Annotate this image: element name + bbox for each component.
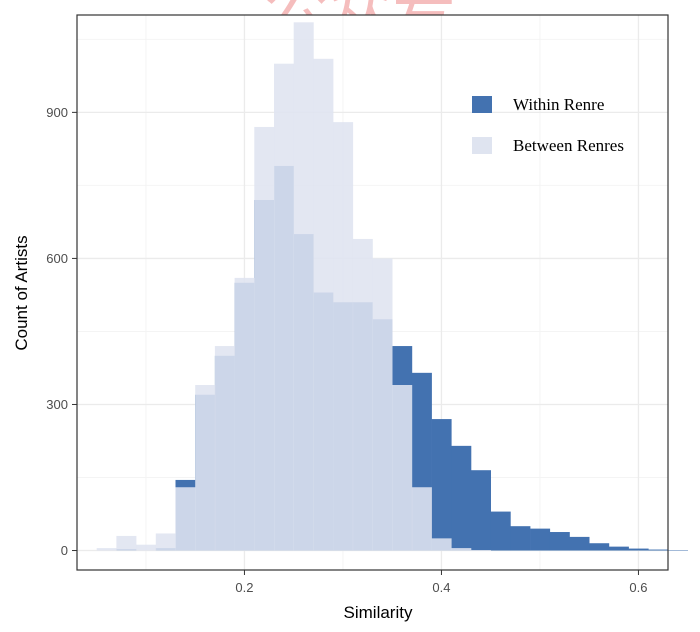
bar — [195, 385, 216, 551]
legend-label-within: Within Renre — [513, 95, 604, 114]
bar — [451, 445, 472, 551]
bar — [648, 549, 669, 551]
legend-swatch-between — [472, 137, 492, 154]
bar — [411, 487, 432, 551]
y-tick-label: 600 — [46, 251, 68, 266]
bar — [313, 58, 334, 551]
bar — [214, 346, 235, 551]
bar — [589, 543, 610, 551]
y-axis: 0 300 600 900 — [46, 105, 77, 558]
x-tick-label: 0.6 — [629, 580, 647, 595]
x-tick-label: 0.4 — [432, 580, 450, 595]
bar — [471, 470, 491, 551]
series-1 — [96, 22, 491, 551]
bar — [155, 533, 176, 551]
plot-border — [76, 14, 669, 571]
bar — [431, 419, 452, 551]
bar — [510, 526, 531, 551]
x-tick-label: 0.2 — [235, 580, 253, 595]
legend-label-between: Between Renres — [513, 136, 624, 155]
legend-swatch-within — [472, 96, 492, 113]
y-tick-label: 0 — [61, 543, 68, 558]
y-tick-label: 900 — [46, 105, 68, 120]
bar — [274, 63, 294, 551]
bar — [116, 535, 137, 551]
bar — [254, 126, 275, 551]
x-axis: 0.2 0.4 0.6 — [235, 570, 647, 595]
legend: Within Renre Between Renres — [472, 95, 624, 155]
bar — [352, 238, 373, 551]
bar — [372, 258, 393, 551]
bar — [293, 22, 314, 551]
bar — [608, 546, 629, 551]
bar — [530, 528, 551, 551]
bar — [451, 548, 472, 551]
bar — [431, 538, 452, 551]
x-axis-title: Similarity — [344, 603, 413, 622]
bar — [175, 487, 196, 551]
bar — [628, 548, 649, 551]
bar — [333, 122, 354, 551]
bar — [392, 385, 413, 551]
bar — [136, 544, 157, 551]
bars — [96, 22, 688, 551]
bar — [569, 536, 590, 551]
bar — [490, 511, 511, 551]
bar — [549, 532, 570, 551]
y-axis-title: Count of Artists — [12, 235, 31, 350]
bar — [234, 277, 255, 551]
y-tick-label: 300 — [46, 397, 68, 412]
bar — [96, 548, 117, 551]
